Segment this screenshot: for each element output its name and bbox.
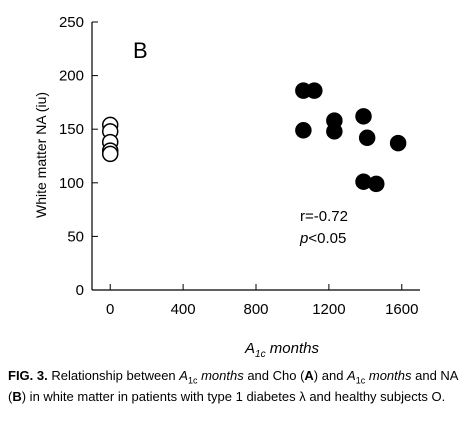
panel-label: B — [133, 38, 148, 63]
caption-text: Relationship between — [47, 368, 180, 383]
patient-point — [368, 175, 385, 193]
caption-panel-ref: B — [12, 389, 22, 405]
caption-figure-number: FIG. 3. — [8, 368, 48, 383]
caption-var: A — [179, 368, 188, 383]
x-tick-label: 1200 — [312, 301, 345, 318]
patient-point — [355, 108, 372, 125]
caption-var: months — [197, 368, 244, 383]
patient-point — [389, 134, 407, 152]
data-points — [101, 82, 407, 193]
y-tick-label: 100 — [59, 175, 84, 192]
caption-text: ) in white matter in patients with type … — [21, 389, 446, 405]
y-tick-label: 150 — [59, 121, 84, 138]
p-value-annotation: p<0.05 — [299, 230, 346, 247]
caption-text: and Cho ( — [243, 368, 305, 383]
scatter-chart: 0 50 100 150 200 250 0 400 800 1200 1600 B White m… — [33, 14, 420, 360]
caption-var: A — [347, 368, 356, 383]
patient-point — [306, 82, 323, 99]
figure-caption: FIG. 3. Relationship between A1c months … — [8, 368, 462, 405]
tick-group: 0 50 100 150 200 250 0 400 800 1200 1600 — [59, 14, 418, 318]
caption-var: months — [368, 368, 412, 383]
x-tick-label: 0 — [106, 301, 114, 318]
correlation-annotation: r=-0.72 — [300, 208, 348, 225]
x-tick-label: 1600 — [385, 301, 418, 318]
y-tick-label: 50 — [67, 228, 84, 245]
patient-point — [295, 122, 312, 139]
caption-sub: 1c — [187, 375, 198, 386]
y-axis-label: White matter NA (iu) — [33, 92, 49, 218]
caption-text: ) and — [313, 368, 348, 383]
caption-panel-ref: A — [304, 368, 314, 383]
y-tick-label: 0 — [76, 282, 84, 299]
y-tick-label: 200 — [59, 68, 84, 85]
patient-point — [358, 129, 376, 147]
patient-point — [326, 123, 343, 140]
x-tick-label: 800 — [243, 301, 268, 318]
y-tick-label: 250 — [59, 14, 84, 31]
x-axis-label: A1c months — [244, 340, 319, 360]
control-point — [101, 145, 119, 163]
x-tick-label: 400 — [171, 301, 196, 318]
caption-sub: 1c — [355, 375, 366, 386]
caption-text: and NA ( — [8, 368, 458, 405]
